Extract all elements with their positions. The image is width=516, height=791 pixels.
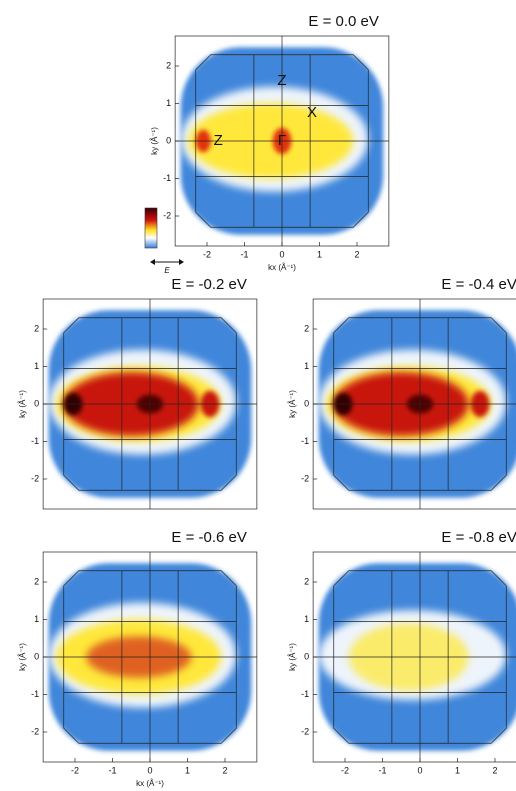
y-tick-label: 2 [34,576,39,586]
panel: E = -0.2 eV 2 1 0 -1 -2 ky (Å⁻¹) [18,276,257,509]
y-tick-label: -1 [31,436,39,446]
y-axis-label: ky (Å⁻¹) [18,390,27,418]
y-tick-label: -2 [31,473,39,483]
x-tick-label: 2 [354,249,359,259]
y-tick-label: -1 [301,689,309,699]
y-tick-label: 2 [304,576,309,586]
panel: E = -0.6 eV 2 1 0 -1 -2 ky (Å⁻¹) -2 -1 0 1 2 kx (Å⁻¹… [18,529,257,788]
x-tick-label: -1 [378,765,386,775]
panel-title: E = -0.2 eV [171,276,246,293]
symmetry-point: X [307,104,317,121]
symmetry-point: Z [214,132,223,149]
x-axis-label: kx (Å⁻¹) [268,263,296,272]
y-tick-label: 0 [304,651,309,661]
x-tick-label: 1 [185,765,190,775]
x-tick-label: 2 [222,765,227,775]
x-tick-label: 0 [417,765,422,775]
y-tick-label: -2 [301,726,309,736]
x-tick-label: -2 [203,249,211,259]
y-tick-label: -2 [301,473,309,483]
symmetry-point: Γ [278,132,286,149]
panel: E = -0.4 eV 2 1 0 -1 -2 ky (Å⁻¹) [288,276,516,509]
figure: E E = 0.0 eV 2 1 0 -1 -2 ky (Å⁻¹) -2 -1 0 1 2 kx (Å⁻… [0,0,516,791]
panel-title: E = 0.0 eV [308,13,378,30]
y-tick-label: 1 [304,361,309,371]
x-tick-label: -2 [71,765,79,775]
y-tick-label: -2 [31,726,39,736]
y-tick-label: 1 [304,614,309,624]
x-tick-label: 1 [455,765,460,775]
y-axis-label: ky (Å⁻¹) [18,643,27,671]
x-tick-label: -1 [108,765,116,775]
x-tick-label: -1 [240,249,248,259]
y-axis-label: ky (Å⁻¹) [288,390,297,418]
panel: E = -0.8 eV 2 1 0 -1 -2 ky (Å⁻¹) -2 -1 0 1 2 [288,529,516,775]
symmetry-point: Z [277,72,286,89]
x-tick-label: 0 [279,249,284,259]
y-tick-label: 0 [34,651,39,661]
y-tick-label: 2 [304,323,309,333]
y-tick-label: 1 [34,614,39,624]
panel-title: E = -0.4 eV [441,276,516,293]
y-tick-label: 0 [304,398,309,408]
y-tick-label: -1 [301,436,309,446]
y-axis-label: ky (Å⁻¹) [150,127,159,155]
x-tick-label: -2 [341,765,349,775]
x-tick-label: 0 [147,765,152,775]
x-axis-label: kx (Å⁻¹) [136,779,164,788]
y-axis-label: ky (Å⁻¹) [288,643,297,671]
y-tick-label: 2 [34,323,39,333]
y-tick-label: 1 [166,98,171,108]
y-tick-label: -2 [163,210,171,220]
panel-title: E = -0.8 eV [441,529,516,546]
y-tick-label: -1 [163,173,171,183]
colorbar [145,208,157,248]
y-tick-label: -1 [31,689,39,699]
x-tick-label: 1 [317,249,322,259]
energy-arrow-label: E [164,266,170,275]
y-tick-label: 0 [34,398,39,408]
panel: E = 0.0 eV 2 1 0 -1 -2 ky (Å⁻¹) -2 -1 0 1 2 kx (Å⁻¹)… [150,13,389,272]
y-tick-label: 0 [166,135,171,145]
y-tick-label: 1 [34,361,39,371]
panel-title: E = -0.6 eV [171,529,246,546]
y-tick-label: 2 [166,60,171,70]
x-tick-label: 2 [492,765,497,775]
